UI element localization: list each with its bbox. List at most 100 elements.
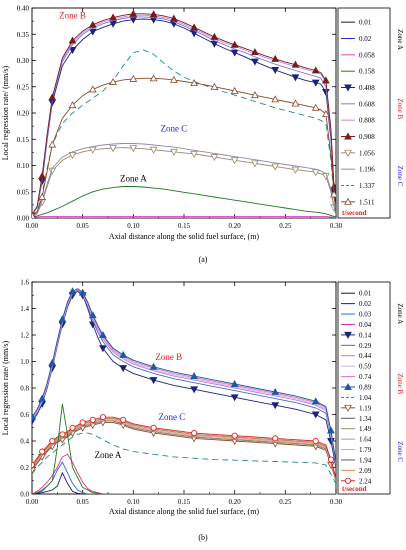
series-marker-0.908	[251, 48, 259, 56]
series-line-1.19	[32, 421, 336, 481]
series-marker-1.511	[330, 190, 336, 198]
series-marker-0.908	[210, 32, 219, 40]
series-line-0.29	[32, 289, 336, 465]
y-tick-label: 1.0	[20, 358, 29, 366]
series-marker-2.24	[69, 424, 76, 431]
series-marker-0.14	[190, 386, 199, 394]
series-marker-1.511	[32, 211, 36, 218]
series-line-1.337	[32, 49, 336, 217]
series-line-0.02	[32, 471, 336, 494]
legend-label: 1.04	[359, 394, 372, 402]
series-marker-1.511	[48, 140, 57, 148]
y-tick-label: 0.20	[17, 110, 30, 118]
series-line-0.74	[32, 289, 336, 463]
series-marker-0.89	[271, 387, 280, 395]
series-marker-1.056	[169, 148, 178, 156]
x-tick-label: 0.20	[229, 222, 242, 230]
series-marker-0.408	[291, 74, 300, 82]
legend-marker	[344, 331, 352, 339]
series-marker-0.908	[129, 9, 138, 17]
series-marker-1.511	[109, 78, 117, 85]
legend-label: 1.49	[359, 425, 372, 433]
zone-annotation: Zone C	[158, 412, 185, 422]
series-marker-0.408	[230, 49, 239, 57]
legend-box	[337, 7, 391, 219]
series-marker-1.056	[291, 166, 300, 174]
series-line-1.79	[32, 419, 336, 480]
legend-label: 0.608	[359, 100, 375, 108]
series-marker-1.511	[190, 79, 199, 87]
series-line-0.608	[32, 16, 336, 216]
y-tick-label: 0.10	[17, 162, 30, 170]
series-marker-0.89	[88, 311, 97, 319]
legend-title: t/second	[342, 485, 367, 493]
series-marker-2.24	[59, 431, 66, 438]
legend-label: 1.196	[359, 166, 375, 174]
series-marker-0.89	[48, 358, 57, 366]
series-marker-1.056	[251, 160, 259, 168]
side-zone-label: Zone B	[396, 98, 404, 119]
x-tick-label: 0.30	[330, 222, 343, 230]
series-marker-2.24	[272, 435, 279, 442]
y-tick-label: 0.25	[17, 83, 30, 91]
series-marker-0.908	[271, 54, 280, 62]
series-marker-1.056	[109, 145, 117, 153]
series-group	[32, 9, 336, 218]
series-marker-0.14	[271, 402, 280, 410]
series-marker-0.408	[109, 20, 117, 28]
legend-label: 1.337	[359, 182, 375, 190]
series-marker-1.511	[38, 192, 47, 200]
x-tick-label: 0.25	[279, 222, 292, 230]
legend-label: 0.058	[359, 51, 375, 59]
series-marker-1.511	[129, 74, 138, 82]
series-marker-0.908	[311, 66, 320, 74]
series-marker-1.511	[271, 95, 280, 103]
x-tick-label: 0.30	[330, 498, 343, 506]
series-marker-0.908	[230, 40, 239, 48]
series-line-0.908	[32, 13, 336, 216]
series-marker-2.24	[99, 414, 106, 421]
zone-annotation: Zone B	[59, 11, 86, 21]
series-marker-0.408	[210, 40, 219, 48]
series-line-1.056	[32, 147, 336, 218]
series-marker-0.89	[68, 287, 77, 295]
x-tick-label: 0.10	[127, 222, 140, 230]
side-zone-label: Zone A	[396, 303, 404, 324]
series-marker-1.056	[149, 146, 158, 154]
panel-label: (b)	[198, 533, 208, 542]
legend-label: 0.908	[359, 133, 375, 141]
y-tick-label: 0.15	[17, 136, 30, 144]
series-marker-1.056	[230, 157, 239, 165]
series-marker-1.511	[68, 101, 77, 109]
side-zone-label: Zone B	[396, 373, 404, 394]
series-marker-1.056	[68, 152, 77, 160]
series-marker-0.908	[149, 10, 158, 18]
series-line-0.158	[32, 186, 336, 218]
x-tick-label: 0.05	[77, 498, 90, 506]
series-marker-1.511	[169, 75, 178, 83]
series-marker-1.511	[88, 85, 97, 93]
x-axis-label: Axial distance along the solid fuel surf…	[109, 507, 260, 516]
series-marker-0.89	[149, 362, 158, 370]
series-marker-2.24	[39, 448, 46, 455]
series-marker-0.408	[271, 66, 280, 74]
series-line-0.808	[32, 14, 336, 216]
series-line-0.89	[32, 288, 336, 463]
zone-annotation: Zone B	[155, 352, 182, 362]
series-marker-0.908	[88, 20, 97, 28]
side-zone-label: Zone C	[396, 166, 404, 187]
y-tick-label: 0.4	[20, 438, 29, 446]
series-marker-0.89	[190, 372, 199, 380]
series-marker-1.056	[129, 145, 138, 153]
legend-label: 0.29	[359, 342, 372, 350]
legend-label: 0.408	[359, 84, 375, 92]
legend-label: 1.34	[359, 415, 372, 423]
legend-marker	[344, 477, 352, 484]
series-marker-0.89	[78, 288, 87, 296]
x-tick-label: 0.00	[26, 222, 39, 230]
series-marker-0.89	[38, 394, 47, 402]
series-marker-0.14	[99, 345, 107, 353]
series-marker-0.408	[251, 58, 259, 66]
series-marker-2.24	[150, 424, 157, 431]
zone-annotation: Zone A	[120, 173, 147, 183]
